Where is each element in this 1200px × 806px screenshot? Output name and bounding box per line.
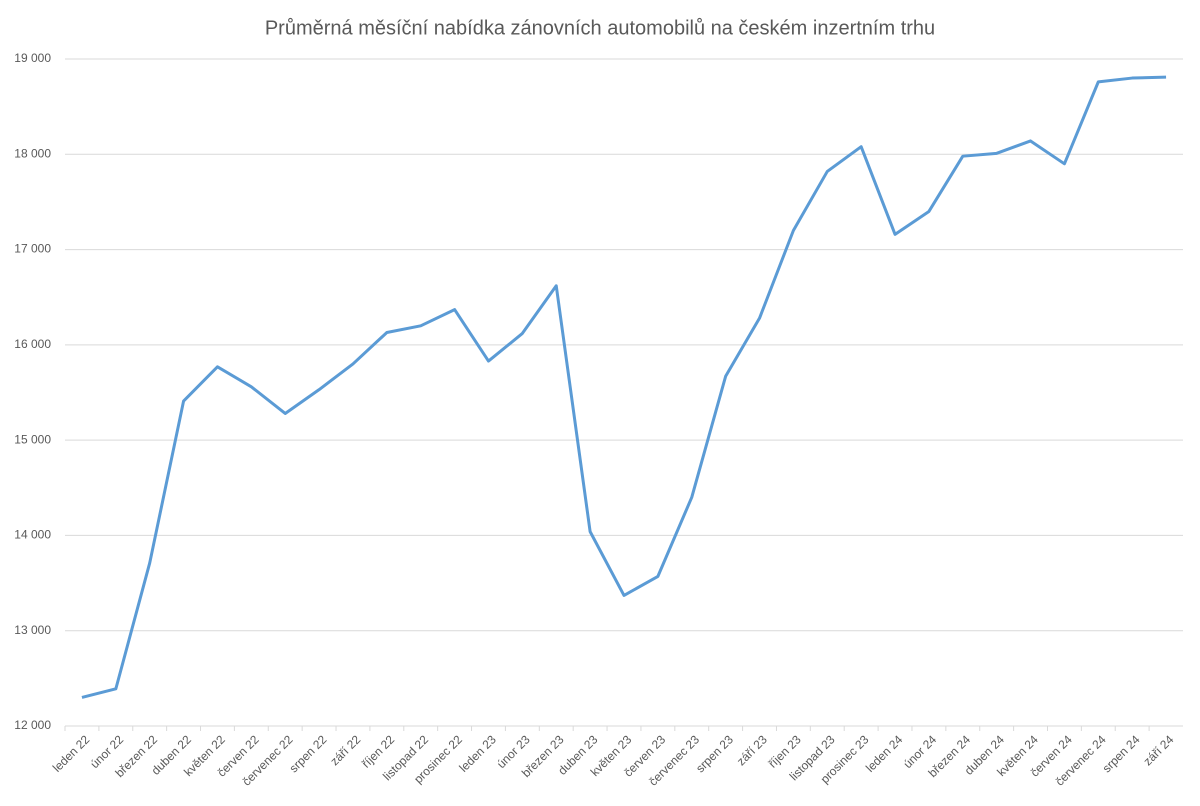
y-tick-label: 18 000 bbox=[14, 146, 51, 160]
x-tick-label: leden 23 bbox=[456, 732, 499, 775]
y-tick-label: 13 000 bbox=[14, 623, 51, 637]
x-tick-label: leden 24 bbox=[863, 732, 906, 775]
y-tick-label: 19 000 bbox=[14, 51, 51, 65]
y-tick-label: 16 000 bbox=[14, 337, 51, 351]
y-tick-label: 15 000 bbox=[14, 432, 51, 446]
x-tick-label: září 22 bbox=[327, 732, 363, 768]
data-line bbox=[81, 75, 1167, 699]
chart-title: Průměrná měsíční nabídka zánovních autom… bbox=[265, 17, 935, 39]
x-tick-label: září 24 bbox=[1141, 732, 1177, 768]
y-tick-label: 14 000 bbox=[14, 528, 51, 542]
x-tick-label: září 23 bbox=[734, 732, 770, 768]
y-tick-label: 17 000 bbox=[14, 242, 51, 256]
x-tick-label: srpen 24 bbox=[1100, 732, 1143, 775]
y-tick-label: 12 000 bbox=[14, 718, 51, 732]
x-tick-label: leden 22 bbox=[50, 732, 93, 775]
x-tick-label: srpen 23 bbox=[693, 732, 736, 775]
x-tick-label: srpen 22 bbox=[287, 732, 330, 775]
